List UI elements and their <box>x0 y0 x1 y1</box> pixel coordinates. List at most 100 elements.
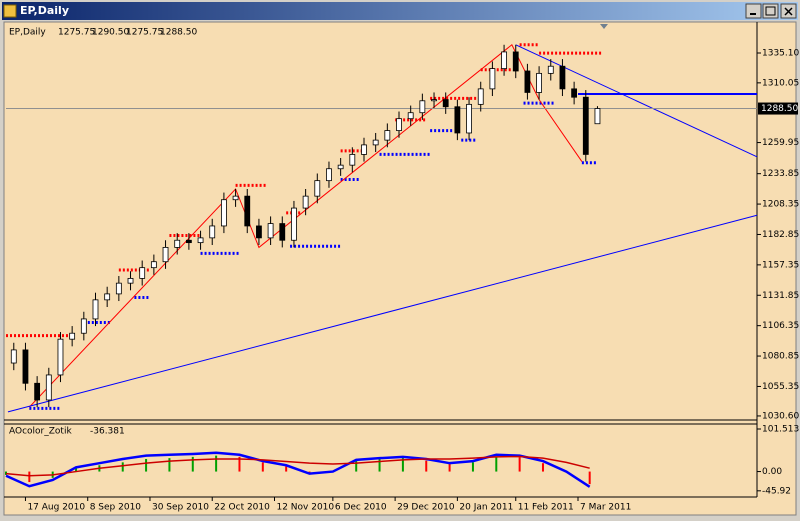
histogram-bar <box>75 468 78 472</box>
candle-body <box>45 374 52 401</box>
histogram-bar <box>285 466 288 472</box>
maximize-glyph <box>765 6 776 16</box>
x-tick-label: 29 Dec 2010 <box>397 503 455 513</box>
y-tick-label: 1106.35 <box>762 321 799 331</box>
indicator-value: -36.381 <box>90 427 125 437</box>
candle-body <box>536 72 542 93</box>
histogram-bar <box>588 471 591 485</box>
candle-body <box>174 239 181 248</box>
title-bar: EP,Daily <box>2 2 798 20</box>
histogram-bar <box>28 471 31 483</box>
last-price-box <box>758 102 798 115</box>
candle-body <box>326 168 332 182</box>
candle-body <box>302 195 309 209</box>
candle-body <box>559 65 566 90</box>
candle-body <box>127 277 134 284</box>
candle-body <box>69 332 76 340</box>
y-tick-label: 1335.10 <box>762 48 799 58</box>
candle-body <box>571 88 578 98</box>
histogram-bar <box>238 456 241 472</box>
maximize-button[interactable] <box>762 3 779 19</box>
candle-body <box>372 139 379 146</box>
ohlc-low: 1275.75 <box>126 28 163 38</box>
candle-body <box>256 225 262 239</box>
candle-body <box>279 223 286 241</box>
window-title: EP,Daily <box>20 4 69 17</box>
candle-body <box>501 51 507 70</box>
candle-body <box>209 225 216 239</box>
x-tick-label: 22 Oct 2010 <box>214 503 270 513</box>
histogram-bar <box>518 457 521 472</box>
chart-symbol: EP,Daily <box>9 28 46 38</box>
candle-body <box>524 70 531 93</box>
y-tick-label: -45.92 <box>762 486 791 496</box>
y-tick-label: 1310.05 <box>762 78 799 88</box>
window-buttons[interactable] <box>745 3 797 19</box>
y-tick-label: 1080.85 <box>762 352 799 362</box>
candle-body <box>244 195 251 227</box>
candle-body <box>197 237 204 244</box>
candle-body <box>80 318 87 334</box>
x-tick-label: 30 Sep 2010 <box>152 503 209 513</box>
trendline <box>7 214 758 413</box>
ohlc-high: 1290.50 <box>92 28 129 38</box>
histogram-bar <box>121 462 124 472</box>
title-bar-bg <box>2 2 798 20</box>
histogram-bar <box>425 460 428 472</box>
ohlc-close: 1288.50 <box>160 28 197 38</box>
candle-body <box>419 100 426 114</box>
candle-body <box>407 112 414 120</box>
candle-body <box>185 239 192 244</box>
candle-body <box>594 108 601 125</box>
minimize-button[interactable] <box>745 3 762 19</box>
candle-body <box>115 282 122 295</box>
candle-body <box>477 88 484 105</box>
close-glyph <box>784 7 793 16</box>
chart-header: EP,Daily 1275.75 1290.50 1275.75 1288.50… <box>9 28 197 437</box>
y-tick-label: 1131.85 <box>762 291 799 301</box>
y-tick-label: 101.513 <box>762 425 799 435</box>
x-tick-label: 11 Feb 2011 <box>518 503 574 513</box>
y-tick-label: 1259.95 <box>762 138 799 148</box>
candle-body <box>547 65 554 74</box>
histogram-bar <box>168 458 171 472</box>
candle-body <box>396 118 402 131</box>
candle-body <box>384 130 391 141</box>
y-tick-label: 0.00 <box>762 467 782 477</box>
candle-body <box>267 223 274 239</box>
histogram-bar <box>401 458 404 472</box>
candle-body <box>232 195 239 201</box>
candle-body <box>10 349 17 364</box>
candle-body <box>349 154 356 166</box>
candle-body <box>22 349 29 384</box>
candle-body <box>337 164 344 170</box>
trendline <box>515 44 758 158</box>
histogram-bar <box>355 461 358 472</box>
y-tick-label: 1030.60 <box>762 411 799 421</box>
x-tick-label: 20 Jan 2011 <box>459 503 513 513</box>
histogram-bar <box>378 458 381 472</box>
histogram-bar <box>191 456 194 472</box>
x-tick-label: 12 Nov 2010 <box>276 503 334 513</box>
histogram-bar <box>215 455 218 472</box>
histogram-bar <box>145 458 148 472</box>
last-price-label: 1288.50 <box>761 104 798 114</box>
histogram-bar <box>448 464 451 472</box>
histogram-bar <box>471 462 474 472</box>
zigzag <box>28 43 583 408</box>
candle-body <box>221 199 227 227</box>
candle-body <box>512 51 519 72</box>
y-tick-label: 1182.85 <box>762 230 799 240</box>
histogram-bar <box>261 462 264 472</box>
indicator-line <box>5 455 590 477</box>
candle-body <box>361 144 367 155</box>
y-tick-label: 1208.35 <box>762 200 799 210</box>
candle-body <box>442 99 449 108</box>
candle-body <box>454 106 461 134</box>
indicator-name: AOcolor_Zotik <box>9 427 72 437</box>
shift-marker <box>600 24 608 29</box>
ohlc-open: 1275.75 <box>58 28 95 38</box>
candle-body <box>150 261 157 269</box>
chart-area <box>3 21 797 516</box>
candle-body <box>139 267 146 279</box>
